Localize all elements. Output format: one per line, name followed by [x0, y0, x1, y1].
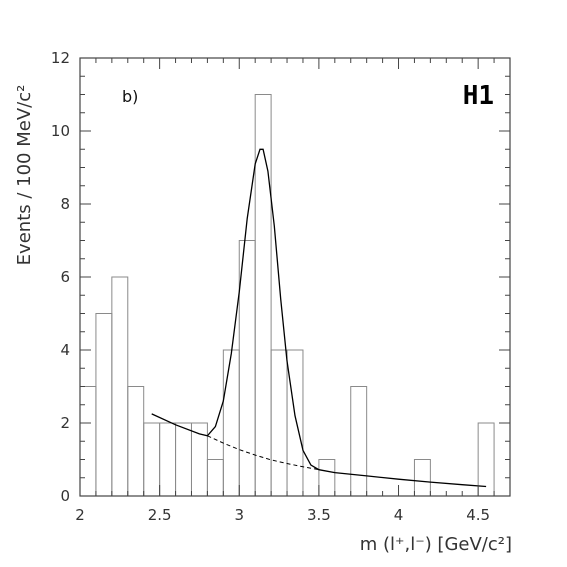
x-tick-label: 2.5 [148, 506, 172, 524]
histogram-bin [111, 276, 129, 497]
x-tick-label: 3 [234, 506, 244, 524]
histogram-bin [175, 422, 192, 497]
histogram-bin [159, 422, 177, 497]
panel-label: b) [122, 87, 138, 106]
fit-curves [151, 148, 487, 488]
x-axis-title: m (l⁺,l⁻) [GeV/c²] [360, 534, 512, 555]
histogram-bin [222, 349, 240, 497]
x-tick-label: 3.5 [307, 506, 331, 524]
histogram-bin [270, 349, 288, 497]
histogram-bin [143, 422, 161, 497]
y-tick-label: 6 [60, 268, 70, 286]
histogram-bars [79, 94, 495, 497]
y-tick-label: 10 [51, 122, 70, 140]
histogram-bin [318, 459, 336, 497]
fit-curve [151, 148, 487, 488]
x-tick-label: 4 [394, 506, 404, 524]
histogram-bin [95, 313, 113, 497]
y-tick-label: 0 [60, 487, 70, 505]
histogram-bin [413, 459, 431, 497]
y-tick-label: 12 [51, 49, 70, 67]
y-axis-title: Events / 100 MeV/c² [14, 85, 35, 266]
x-tick-label: 4.5 [466, 506, 490, 524]
x-tick-label: 2 [75, 506, 85, 524]
background-curve [207, 435, 319, 471]
histogram-bin [238, 240, 256, 497]
y-tick-label: 4 [60, 341, 70, 359]
y-tick-label: 2 [60, 414, 70, 432]
experiment-label: H1 [463, 81, 494, 111]
plot-frame [79, 57, 511, 497]
histogram-bin [477, 422, 495, 497]
histogram-bin [286, 349, 304, 497]
y-axis-ticks: 0 2 4 6 8 10 12 [51, 49, 510, 505]
y-tick-label: 8 [60, 195, 70, 213]
histogram-bin [127, 386, 145, 497]
histogram-bin [350, 386, 368, 497]
x-axis-ticks: 2 2.5 3 3.5 4 4.5 [75, 58, 511, 524]
histogram-bin [206, 459, 224, 497]
